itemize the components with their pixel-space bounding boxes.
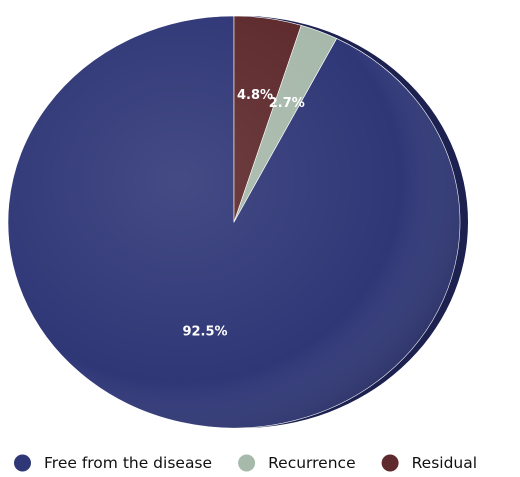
slice-value-label-residual: 4.8% bbox=[237, 88, 273, 103]
slice-value-label-recurrence: 2.7% bbox=[269, 96, 305, 111]
legend-marker-residual bbox=[381, 454, 399, 472]
legend-label-residual: Residual bbox=[412, 454, 477, 472]
legend-marker-recurrence bbox=[238, 454, 256, 472]
legend-label-recurrence: Recurrence bbox=[268, 454, 356, 472]
legend: Free from the disease Recurrence Residual bbox=[14, 454, 477, 472]
legend-label-free-from-the-disease: Free from the disease bbox=[44, 454, 212, 472]
slice-value-label-free-from-the-disease: 92.5% bbox=[182, 325, 227, 340]
legend-marker-free-from-the-disease bbox=[14, 454, 31, 472]
